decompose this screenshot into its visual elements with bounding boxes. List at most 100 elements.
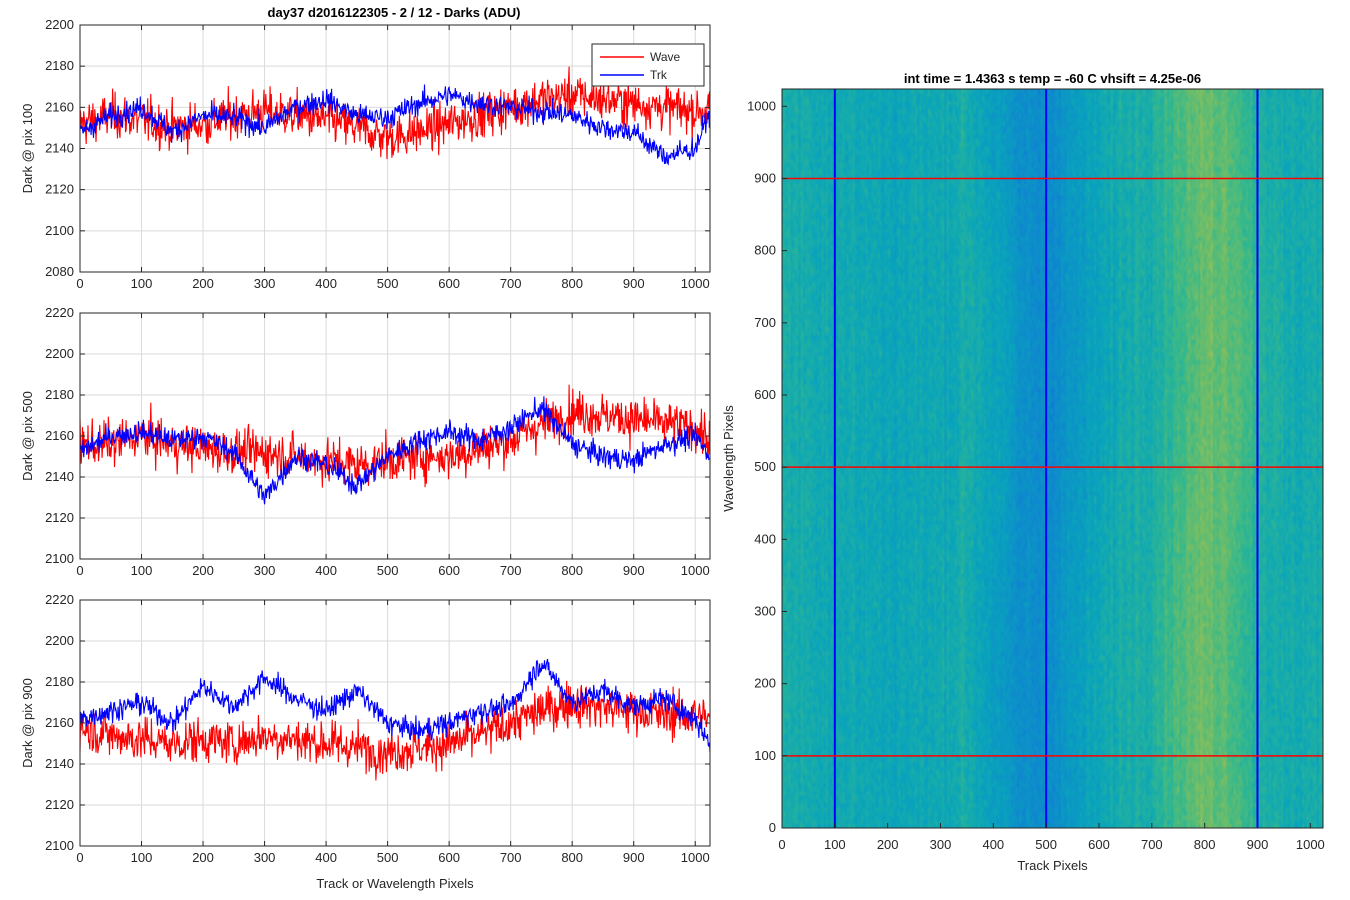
x-tick-label: 100: [131, 276, 153, 291]
x-tick-label: 300: [254, 850, 276, 865]
line-chart-3: 0 100 200 300 400 500 600 700 800 900 1000 2100 2120…: [20, 592, 711, 891]
x-axis-label: Track or Wavelength Pixels: [316, 876, 474, 891]
y-tick-label: 0: [769, 820, 776, 835]
x-tick-label: 1000: [681, 850, 710, 865]
y-tick-label: 2180: [45, 58, 74, 73]
y-tick-label: 2080: [45, 264, 74, 279]
x-tick-label: 1000: [681, 276, 710, 291]
legend-box: [591, 43, 705, 87]
y-tick-label: 700: [754, 315, 776, 330]
x-tick-label: 200: [192, 563, 214, 578]
heatmap-axes-box: [781, 88, 1324, 829]
x-tick-label: 0: [76, 276, 83, 291]
y-tick-label: 400: [754, 531, 776, 546]
y-tick-label: 2200: [45, 17, 74, 32]
x-tick-label: 900: [623, 850, 645, 865]
y-tick-label: 2140: [45, 141, 74, 156]
x-tick-label: 900: [1247, 837, 1269, 852]
x-tick-label: 200: [192, 850, 214, 865]
x-tick-label: 600: [1088, 837, 1110, 852]
x-tick-label: 700: [500, 276, 522, 291]
x-tick-label: 400: [315, 276, 337, 291]
line-chart-2: 0 100 200 300 400 500 600 700 800 900 1000 2100 2120…: [20, 305, 711, 578]
heatmap-title: int time = 1.4363 s temp = -60 C vhsift …: [904, 71, 1201, 86]
y-tick-label: 300: [754, 603, 776, 618]
y-tick-label: 2160: [45, 428, 74, 443]
figure-title: day37 d2016122305 - 2 / 12 - Darks (ADU): [268, 5, 521, 20]
y-tick-label: 600: [754, 387, 776, 402]
y-tick-label: 2180: [45, 387, 74, 402]
series-line-trk: [79, 396, 711, 505]
x-tick-label: 1000: [681, 563, 710, 578]
x-tick-label: 200: [877, 837, 899, 852]
y-tick-label: 1000: [747, 98, 776, 113]
line-panels: 0 100 200 300 400 500 600 700 800 900 100020802100…: [20, 17, 711, 891]
y-tick-label: 2160: [45, 99, 74, 114]
y-tick-label: 2200: [45, 346, 74, 361]
x-tick-label: 500: [377, 850, 399, 865]
line-chart-1: 0 100 200 300 400 500 600 700 800 900 1000 2080 2100…: [20, 17, 711, 291]
y-tick-label: 100: [754, 748, 776, 763]
series-line-wave: [79, 66, 711, 160]
x-tick-label: 400: [982, 837, 1004, 852]
y-tick-label: 2140: [45, 469, 74, 484]
x-tick-label: 0: [778, 837, 785, 852]
x-tick-label: 400: [315, 563, 337, 578]
x-tick-label: 500: [377, 563, 399, 578]
y-tick-label: 2180: [45, 674, 74, 689]
x-tick-label: 100: [824, 837, 846, 852]
y-tick-label: 800: [754, 243, 776, 258]
y-tick-label: 2200: [45, 633, 74, 648]
x-tick-label: 200: [192, 276, 214, 291]
x-tick-label: 800: [561, 276, 583, 291]
y-tick-label: 2100: [45, 551, 74, 566]
x-tick-label: 500: [1035, 837, 1057, 852]
y-tick-label: 500: [754, 459, 776, 474]
x-tick-label: 700: [500, 563, 522, 578]
legend-label-trk: Trk: [650, 68, 668, 82]
x-tick-label: 800: [561, 563, 583, 578]
x-tick-label: 600: [438, 276, 460, 291]
y-tick-label: 2120: [45, 797, 74, 812]
series-line-wave: [79, 680, 711, 781]
x-tick-label: 500: [377, 276, 399, 291]
x-tick-label: 1000: [1296, 837, 1325, 852]
series-line-trk: [79, 84, 711, 166]
legend: Wave Trk: [591, 43, 705, 87]
x-tick-label: 300: [930, 837, 952, 852]
heatmap-x-axis-label: Track Pixels: [1017, 858, 1088, 873]
y-tick-label: 2160: [45, 715, 74, 730]
y-tick-label: 2120: [45, 510, 74, 525]
x-tick-label: 100: [131, 850, 153, 865]
x-tick-label: 900: [623, 276, 645, 291]
heatmap-y-axis-label: Wavelength Pixels: [721, 405, 736, 512]
heatmap-image: [782, 89, 1323, 828]
y-axis-label: Dark @ pix 500: [20, 391, 35, 481]
x-tick-label: 0: [76, 563, 83, 578]
y-tick-label: 900: [754, 170, 776, 185]
y-tick-label: 2220: [45, 592, 74, 607]
x-tick-label: 100: [131, 563, 153, 578]
y-axis-label: Dark @ pix 100: [20, 104, 35, 194]
x-tick-label: 400: [315, 850, 337, 865]
x-tick-label: 800: [561, 850, 583, 865]
series-line-trk: [79, 658, 711, 753]
y-axis-label: Dark @ pix 900: [20, 678, 35, 768]
x-tick-label: 600: [438, 563, 460, 578]
x-tick-label: 300: [254, 276, 276, 291]
y-tick-label: 2100: [45, 223, 74, 238]
y-tick-label: 2140: [45, 756, 74, 771]
x-tick-label: 900: [623, 563, 645, 578]
x-tick-label: 600: [438, 850, 460, 865]
heatmap-panel: 0 100 200 300 400 500 600 700 800 900 1000 0 100 200 3…: [721, 71, 1325, 873]
y-tick-label: 200: [754, 676, 776, 691]
x-tick-label: 800: [1194, 837, 1216, 852]
y-tick-label: 2100: [45, 838, 74, 853]
x-tick-label: 300: [254, 563, 276, 578]
y-tick-label: 2120: [45, 182, 74, 197]
x-tick-label: 0: [76, 850, 83, 865]
legend-label-wave: Wave: [650, 50, 681, 64]
y-tick-label: 2220: [45, 305, 74, 320]
x-tick-label: 700: [1141, 837, 1163, 852]
